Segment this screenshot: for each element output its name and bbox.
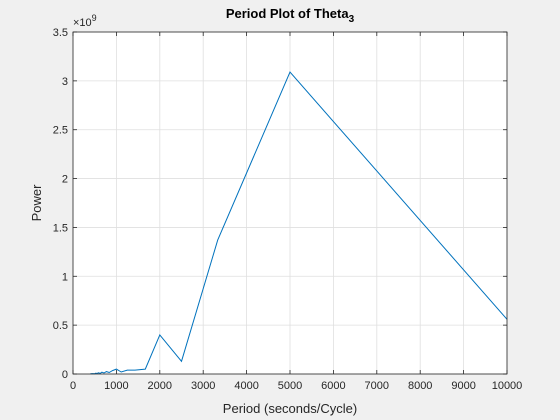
y-tick-label: 1: [62, 271, 68, 283]
y-tick-label: 1.5: [53, 222, 68, 234]
x-axis-ticks: 0 1000 2000 3000 4000 5000 6000 7000 8000 9000 100…: [70, 32, 522, 392]
y-tick-label: 3.5: [53, 27, 68, 39]
x-tick-label: 4000: [234, 380, 258, 392]
y-tick-label: 2.5: [53, 125, 68, 137]
x-tick-label: 0: [70, 380, 76, 392]
x-tick-label: 7000: [365, 380, 389, 392]
y-tick-label: 0.5: [53, 320, 68, 332]
series-line-theta3: [90, 71, 508, 375]
x-tick-label: 10000: [492, 380, 523, 392]
y-tick-label: 0: [62, 369, 68, 381]
x-tick-label: 2000: [148, 380, 172, 392]
x-tick-label: 3000: [191, 380, 215, 392]
x-tick-label: 6000: [321, 380, 345, 392]
x-tick-label: 8000: [408, 380, 432, 392]
y-axis-ticks: 0 0.5 1 1.5 2 2.5 3 3.5: [53, 27, 507, 381]
y-axis-label: Power: [29, 184, 44, 222]
y-tick-label: 3: [62, 76, 68, 88]
y-axis-exponent: ×109: [73, 13, 97, 29]
y-tick-label: 2: [62, 174, 68, 186]
x-tick-label: 5000: [278, 380, 302, 392]
x-tick-label: 9000: [451, 380, 475, 392]
chart-title: Period Plot of Theta3: [226, 6, 355, 25]
x-axis-label: Period (seconds/Cycle): [223, 401, 357, 416]
x-tick-label: 1000: [104, 380, 128, 392]
